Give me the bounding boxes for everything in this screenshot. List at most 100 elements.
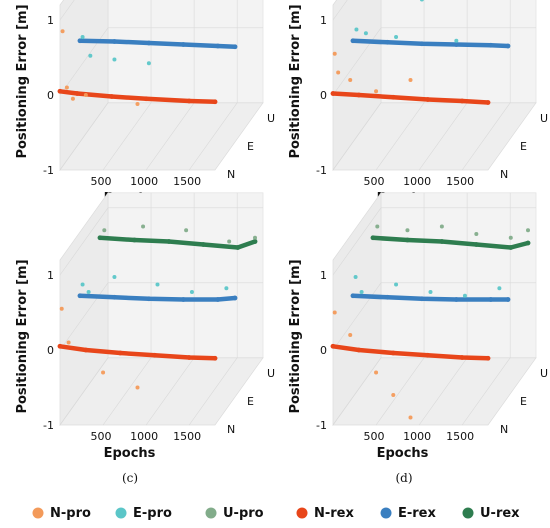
point-N-pro xyxy=(135,385,140,390)
legend-item: U-rex xyxy=(462,506,520,521)
point-N-rex xyxy=(356,92,362,98)
point-U-rex xyxy=(200,242,206,247)
point-N-rex xyxy=(83,347,89,353)
point-N-rex xyxy=(74,91,80,96)
x-tick-label: 500 xyxy=(91,175,112,188)
point-U-rex xyxy=(235,245,241,250)
point-N-rex xyxy=(186,98,192,104)
point-E-pro xyxy=(224,286,229,291)
point-E-rex xyxy=(505,43,511,49)
point-E-pro xyxy=(88,53,93,58)
grid-line-y-side xyxy=(59,357,109,426)
series-E-rex xyxy=(350,293,511,302)
series-N-rex xyxy=(330,91,491,105)
depth-tick-label: N xyxy=(227,168,235,181)
point-E-pro xyxy=(80,282,85,287)
point-N-rex xyxy=(485,100,491,105)
x-tick-label: 500 xyxy=(364,175,385,188)
point-N-rex xyxy=(109,94,115,99)
point-E-pro xyxy=(112,57,117,62)
point-E-rex xyxy=(453,297,459,302)
depth-tick-label: N xyxy=(227,423,235,436)
grid-line-y-side xyxy=(59,0,75,21)
point-U-pro xyxy=(474,232,479,236)
point-U-rex xyxy=(166,239,172,244)
x-tick-label: 500 xyxy=(91,430,112,443)
point-N-pro xyxy=(66,340,71,345)
back-wall xyxy=(380,192,537,359)
point-N-rex xyxy=(57,343,63,349)
y-tick-label: -1 xyxy=(43,419,54,432)
series-U-rex xyxy=(370,235,531,250)
depth-tick-label: U xyxy=(267,112,275,125)
legend-item: E-rex xyxy=(380,506,437,521)
grid-line-x xyxy=(145,357,195,426)
x-tick-label: 1500 xyxy=(446,175,474,188)
x-tick-label: 1500 xyxy=(173,175,201,188)
x-tick-label: 1000 xyxy=(130,175,158,188)
point-E-pro xyxy=(354,27,359,32)
depth-tick-label: U xyxy=(540,367,548,380)
point-E-pro xyxy=(497,286,502,291)
point-U-pro xyxy=(439,224,444,229)
point-E-rex xyxy=(488,42,494,48)
grid-line-x xyxy=(461,357,511,426)
point-E-rex xyxy=(232,44,238,50)
x-tick-label: 1000 xyxy=(403,430,431,443)
y-axis-title: Positioning Error [m] xyxy=(288,4,303,158)
grid-line-x xyxy=(375,357,425,426)
point-E-rex xyxy=(112,39,117,44)
point-E-rex xyxy=(146,40,152,46)
point-E-rex xyxy=(488,297,494,302)
point-N-rex xyxy=(425,352,431,358)
point-N-rex xyxy=(117,350,123,356)
point-N-pro xyxy=(101,370,106,375)
point-E-rex xyxy=(419,296,425,302)
depth-tick-label: E xyxy=(520,395,527,408)
legend-item: N-pro xyxy=(32,506,91,521)
point-N-pro xyxy=(64,85,69,90)
grid-line-y-side xyxy=(332,357,382,426)
depth-tick-label: U xyxy=(540,112,548,125)
legend-marker xyxy=(32,507,44,519)
point-E-rex xyxy=(77,293,83,299)
grid-line-y-side xyxy=(332,207,382,276)
point-E-pro xyxy=(462,293,467,298)
point-N-rex xyxy=(390,350,396,356)
grid-line-x xyxy=(418,102,468,171)
point-E-rex xyxy=(453,42,459,47)
series-U-rex xyxy=(97,235,258,250)
grid-line-y-side xyxy=(332,282,382,351)
point-N-rex xyxy=(152,352,158,358)
depth-tick-label: N xyxy=(500,423,508,436)
grid-line-y-side xyxy=(59,282,109,351)
legend-item: U-pro xyxy=(205,506,264,521)
point-N-rex xyxy=(330,343,336,349)
point-E-pro xyxy=(363,31,368,36)
back-wall xyxy=(107,0,264,104)
grid-line-x xyxy=(102,357,152,426)
point-E-pro xyxy=(359,290,364,294)
point-E-rex xyxy=(350,38,356,44)
x-tick-label: 500 xyxy=(364,430,385,443)
point-U-rex xyxy=(439,239,445,244)
point-N-pro xyxy=(348,333,353,337)
point-N-pro xyxy=(348,78,353,82)
point-U-pro xyxy=(184,228,189,233)
point-U-pro xyxy=(253,235,257,240)
point-N-pro xyxy=(336,70,341,75)
point-U-pro xyxy=(375,224,380,229)
point-N-pro xyxy=(408,415,413,420)
point-U-pro xyxy=(227,239,232,244)
legend-label: N-pro xyxy=(50,506,91,521)
y-tick-label: -1 xyxy=(316,419,327,432)
y-axis-title: Positioning Error [m] xyxy=(15,4,30,158)
point-U-pro xyxy=(102,228,107,233)
point-U-rex xyxy=(132,237,137,243)
series-N-rex xyxy=(57,89,218,105)
point-N-rex xyxy=(186,355,192,360)
point-N-pro xyxy=(332,310,337,315)
point-N-pro xyxy=(374,370,379,375)
point-E-rex xyxy=(419,41,425,47)
